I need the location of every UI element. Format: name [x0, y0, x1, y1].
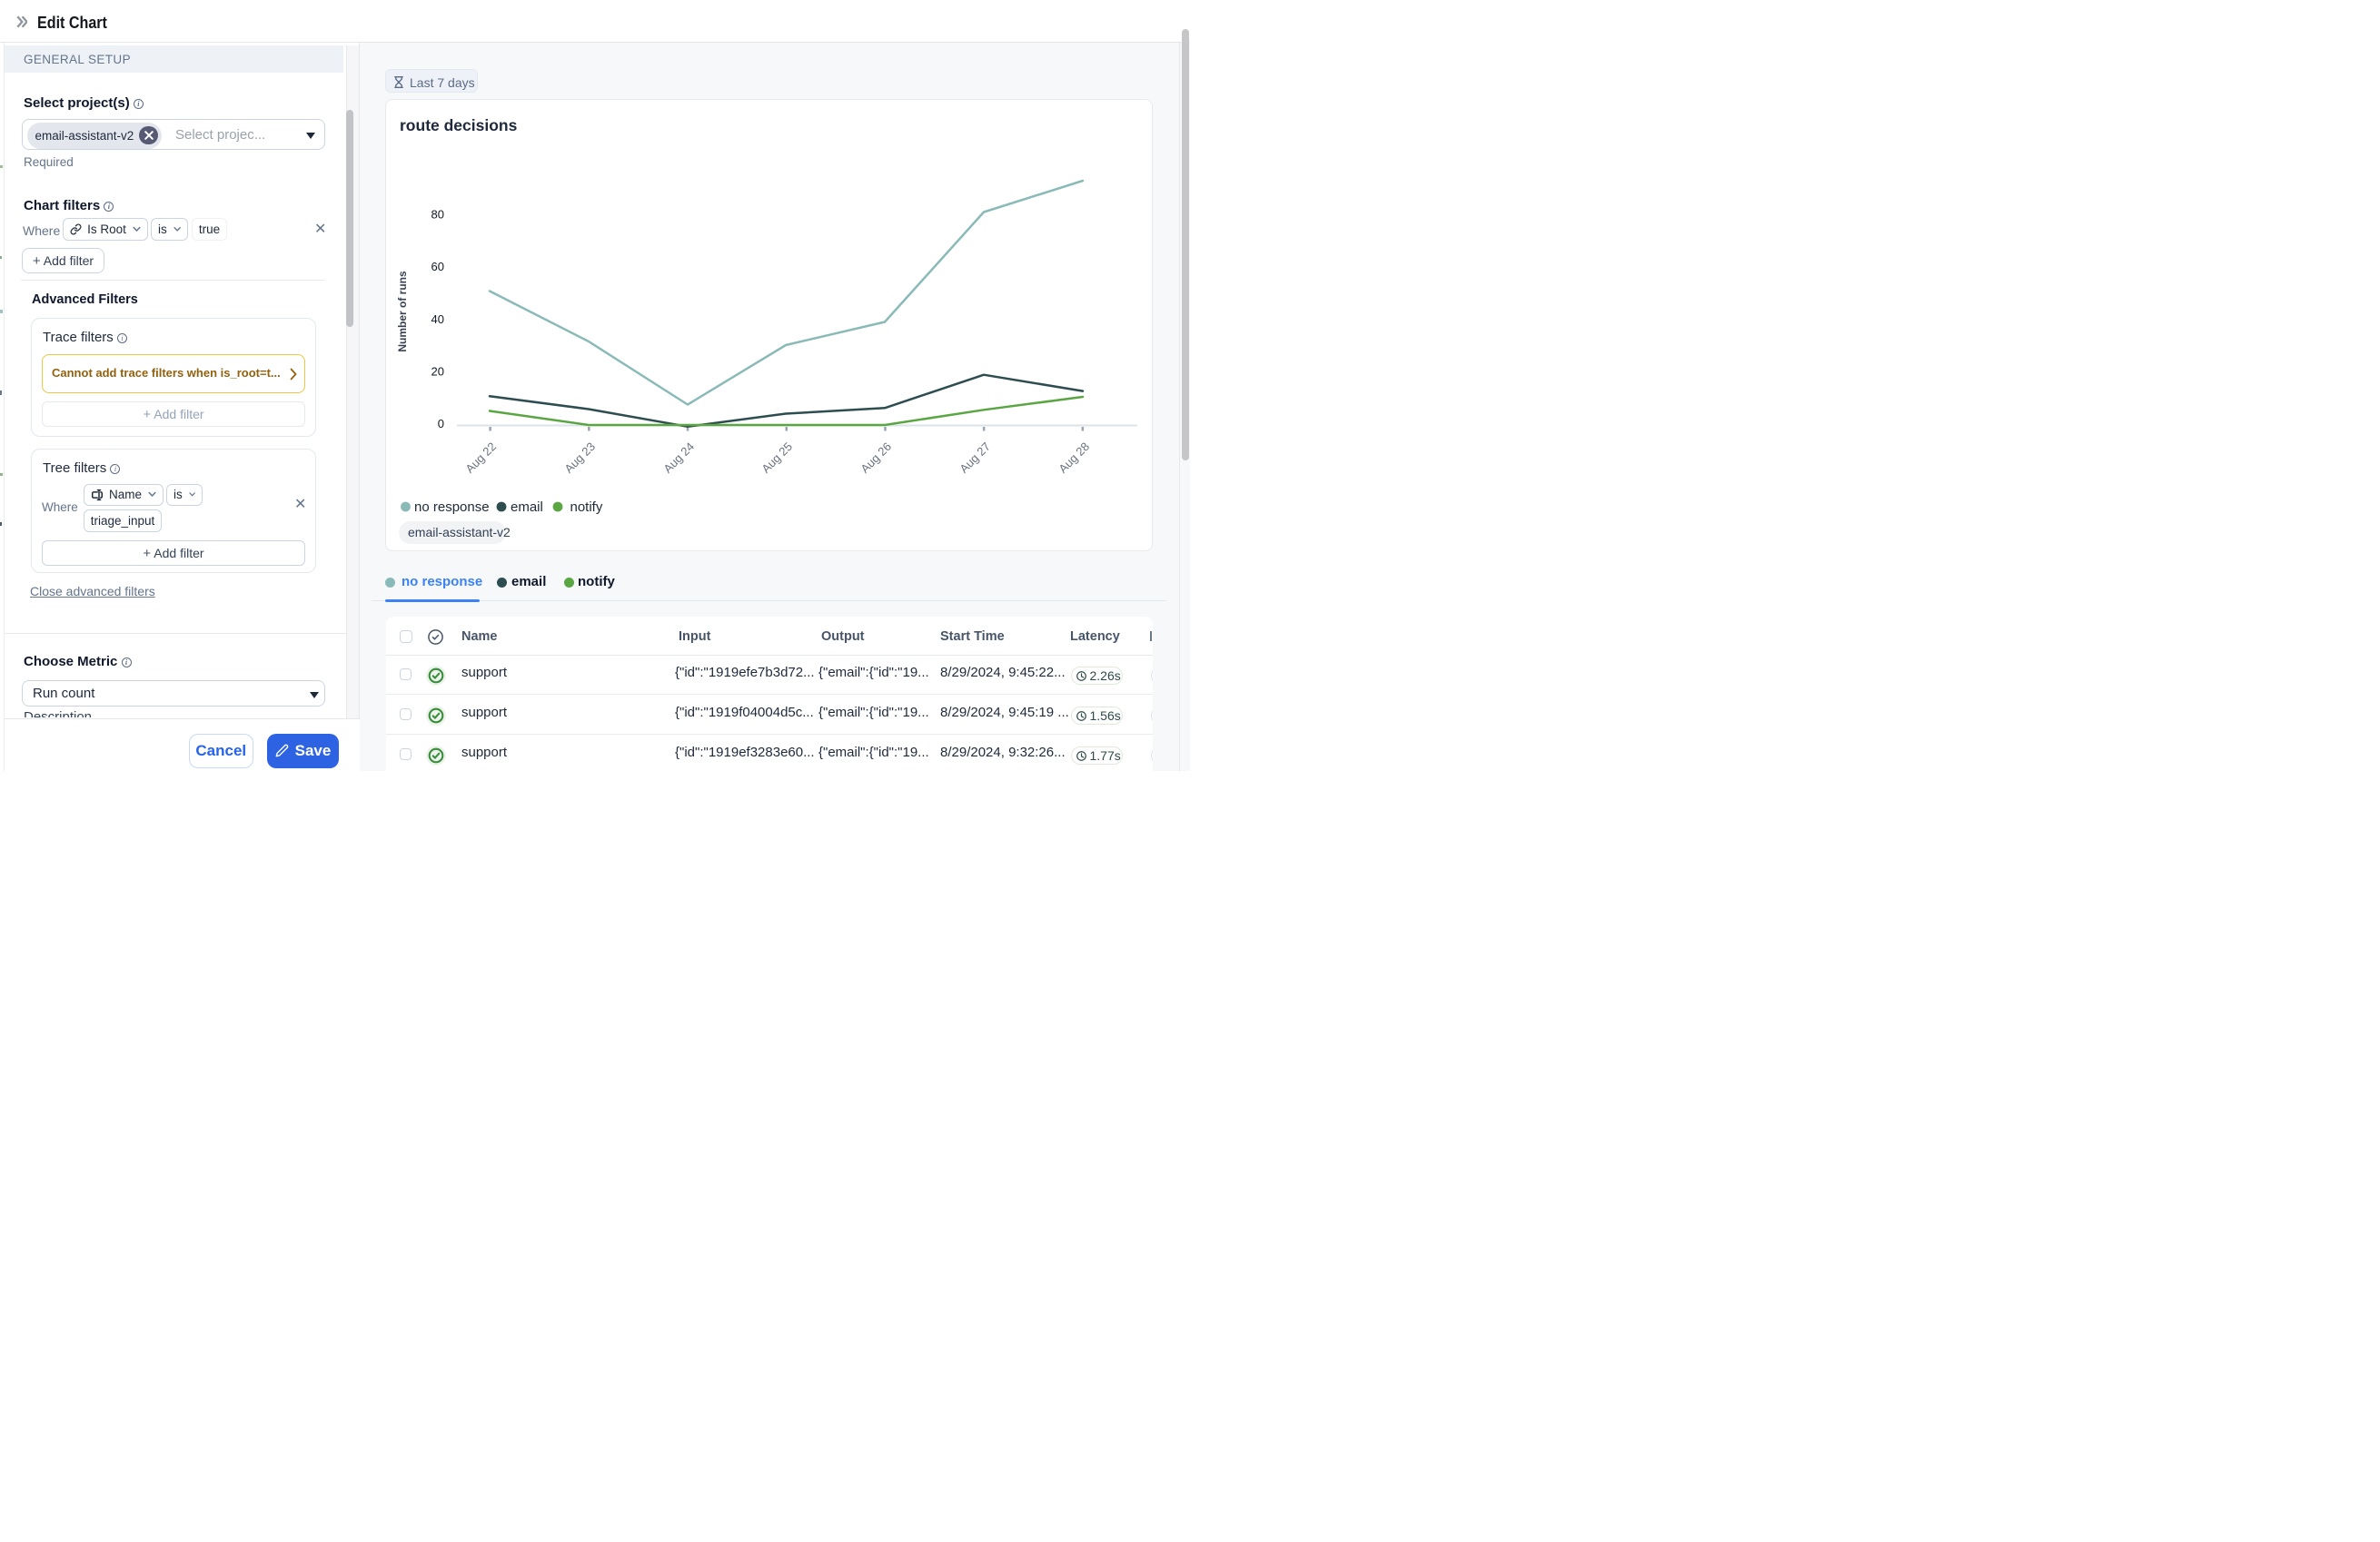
svg-text:Aug 27: Aug 27 — [957, 440, 993, 476]
svg-text:40: 40 — [431, 312, 444, 326]
svg-text:Aug 24: Aug 24 — [660, 440, 697, 476]
svg-text:Aug 22: Aug 22 — [462, 440, 499, 476]
svg-text:Aug 25: Aug 25 — [759, 440, 795, 476]
svg-text:notify: notify — [570, 499, 603, 515]
svg-text:email: email — [511, 499, 543, 515]
svg-text:email-assistant-v2: email-assistant-v2 — [408, 525, 511, 539]
svg-text:0: 0 — [438, 417, 444, 430]
svg-text:Number of runs: Number of runs — [396, 271, 409, 352]
svg-text:no response: no response — [414, 499, 490, 515]
svg-text:Aug 28: Aug 28 — [1056, 440, 1092, 476]
svg-text:60: 60 — [431, 260, 444, 273]
svg-text:80: 80 — [431, 208, 444, 222]
svg-text:Aug 23: Aug 23 — [561, 440, 598, 476]
svg-text:Aug 26: Aug 26 — [858, 440, 894, 476]
svg-text:20: 20 — [431, 365, 444, 379]
